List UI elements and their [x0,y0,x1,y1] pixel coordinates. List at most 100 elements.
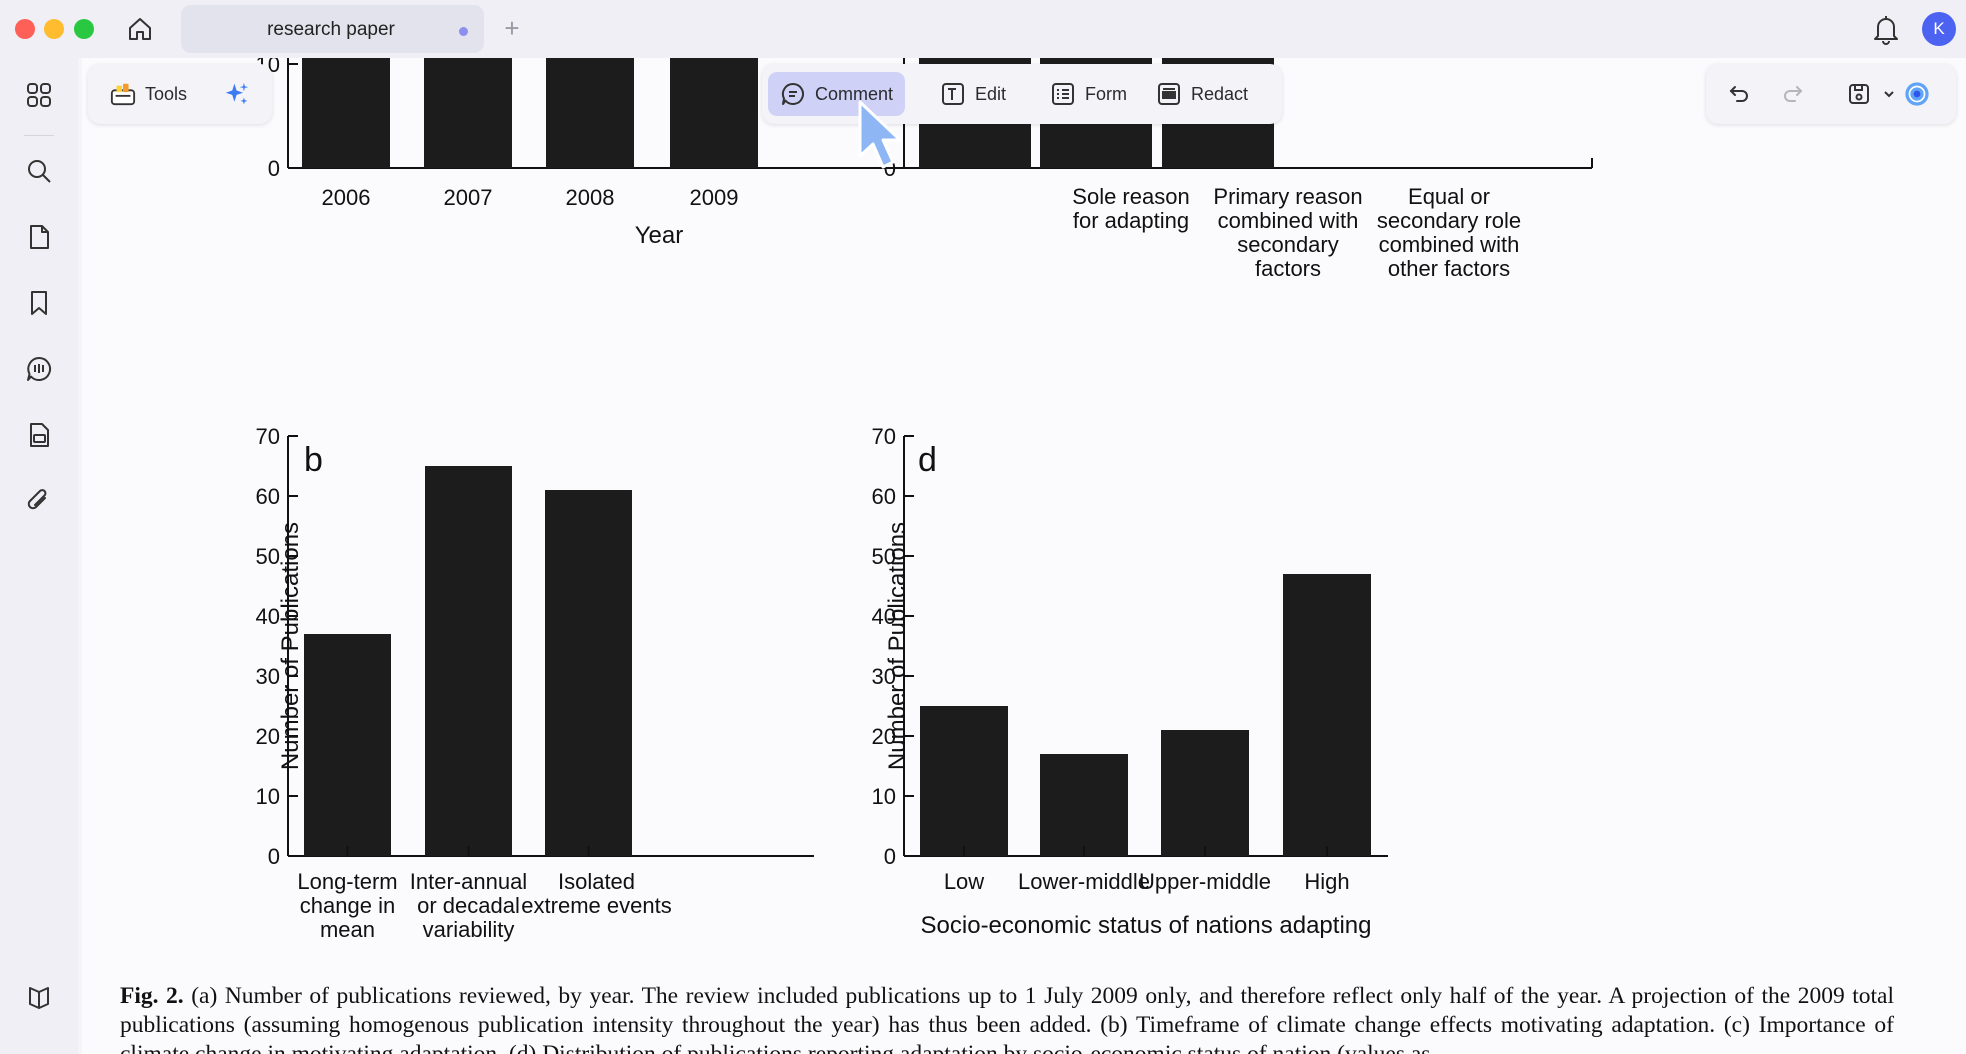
panel-d-x-axis-label: Socio-economic status of nations adaptin… [921,912,1372,939]
edit-mode-button[interactable]: Edit [928,72,1018,116]
panel-d-category-label: Low [944,869,984,894]
panel-a-y-tick-label: 0 [268,156,280,181]
save-button[interactable] [1834,72,1884,116]
comment-label: Comment [815,83,894,104]
maximize-window-button[interactable] [74,19,94,39]
panel-c-category-label: secondary [1237,232,1339,257]
figure-caption: Fig. 2. (a) Number of publications revie… [120,982,1894,1054]
document-view[interactable]: 0 10 20 30 40 50 60 70 Long-term change in mean Int… [82,58,1966,1054]
edit-label: Edit [975,83,1007,104]
panel-d-y-tick-label: 10 [872,784,896,809]
panel-b-category-label: Inter-annual [410,869,527,894]
search-button[interactable] [22,154,56,188]
panel-a-bar [424,58,512,168]
panel-b-category-label: change in [300,893,395,918]
form-mode-button[interactable]: Form [1038,72,1139,116]
close-window-button[interactable] [15,19,35,39]
attachment-icon [27,489,47,510]
tools-button[interactable]: Tools [98,72,199,116]
redo-button[interactable] [1768,72,1818,116]
panel-b-category-label: Isolated [558,869,635,894]
panel-d-y-tick-label: 50 [872,544,896,569]
panel-c-category-label: for adapting [1073,208,1189,233]
redact-label: Redact [1191,83,1249,104]
document-stack-icon [30,423,49,447]
panel-b-y-tick-label: 40 [256,604,280,629]
form-icon [1050,81,1076,107]
user-avatar[interactable]: K [1922,12,1956,46]
panel-c-category-label: Primary reason [1213,184,1362,209]
panel-a-category-label: 2006 [322,185,371,210]
panel-b-y-tick-label: 50 [256,544,280,569]
edit-mode-toolbar: Comment Edit Form Redact [762,64,1282,124]
panel-d-y-tick-label: 60 [872,484,896,509]
panel-c-category-label: combined with [1379,232,1520,257]
apps-grid-button[interactable] [22,78,56,112]
panel-c-category-label: Sole reason [1072,184,1189,209]
panel-d-y-tick-label: 70 [872,424,896,449]
panel-b-y-tick-label: 70 [256,424,280,449]
title-bar: research paper + K [0,0,1966,58]
panel-c-category-label: secondary role [1377,208,1521,233]
new-tab-button[interactable]: + [504,13,520,43]
search-icon [28,160,51,183]
panel-a-category-label: 2007 [444,185,493,210]
panel-b-category-label: or decadal [417,893,520,918]
bell-icon [1874,16,1898,45]
ai-assistant-orb-button[interactable] [1900,72,1934,116]
panel-a-category-label: 2009 [690,185,739,210]
panel-d-bar [1283,574,1371,856]
undo-button[interactable] [1714,72,1764,116]
panel-c-category-label: combined with [1218,208,1359,233]
home-button[interactable] [122,12,158,46]
comments-icon [27,356,52,381]
panel-b-bar [425,466,512,856]
toolbox-icon [110,81,136,107]
document-tab[interactable]: research paper [181,5,484,53]
panel-d-bar [1040,754,1128,856]
panel-c-category-label: other factors [1388,256,1510,281]
ai-assistant-button[interactable] [212,72,262,116]
panel-a-bar [546,58,634,168]
panel-b-y-tick-label: 30 [256,664,280,689]
minimize-window-button[interactable] [44,19,64,39]
apps-grid-icon [27,83,51,107]
panel-d-letter: d [918,441,937,479]
panel-b-bar [304,634,391,856]
left-sidebar [0,58,78,1054]
reader-mode-button[interactable] [22,980,56,1014]
comment-mode-button[interactable]: Comment [768,72,906,116]
attachments-button[interactable] [22,484,56,518]
panel-d-y-tick-label: 20 [872,724,896,749]
bookmarks-button[interactable] [22,286,56,320]
panel-d-y-axis-label: Number of Publications [884,522,911,770]
panel-b-category-label: variability [423,917,515,942]
pages-button[interactable] [22,220,56,254]
panel-b-y-tick-label: 10 [256,784,280,809]
panel-a-x-axis-label: Year [635,222,684,249]
comments-panel-button[interactable] [22,352,56,386]
history-toolbar [1706,64,1956,124]
panel-d-category-label: High [1304,869,1349,894]
panel-b-y-tick-label: 60 [256,484,280,509]
panel-d-category-label: Lower-middle [1018,869,1150,894]
redact-mode-button[interactable]: Redact [1144,72,1260,116]
page-icon [30,225,49,249]
sidebar-divider [24,135,54,136]
home-icon [129,18,151,40]
documents-button[interactable] [22,418,56,452]
comment-icon [780,81,806,107]
caption-text: (a) Number of publications reviewed, by … [120,983,1894,1054]
panel-d-y-tick-label: 40 [872,604,896,629]
redact-icon [1156,81,1182,107]
save-options-dropdown[interactable] [1872,72,1906,116]
tools-label: Tools [145,83,188,104]
redo-icon [1780,81,1806,107]
notifications-button[interactable] [1870,12,1902,46]
sparkle-icon [224,81,250,107]
panel-a-bar [670,58,758,168]
chevron-down-icon [1876,81,1902,107]
panel-b-bar [545,490,632,856]
reader-icon [29,987,49,1009]
